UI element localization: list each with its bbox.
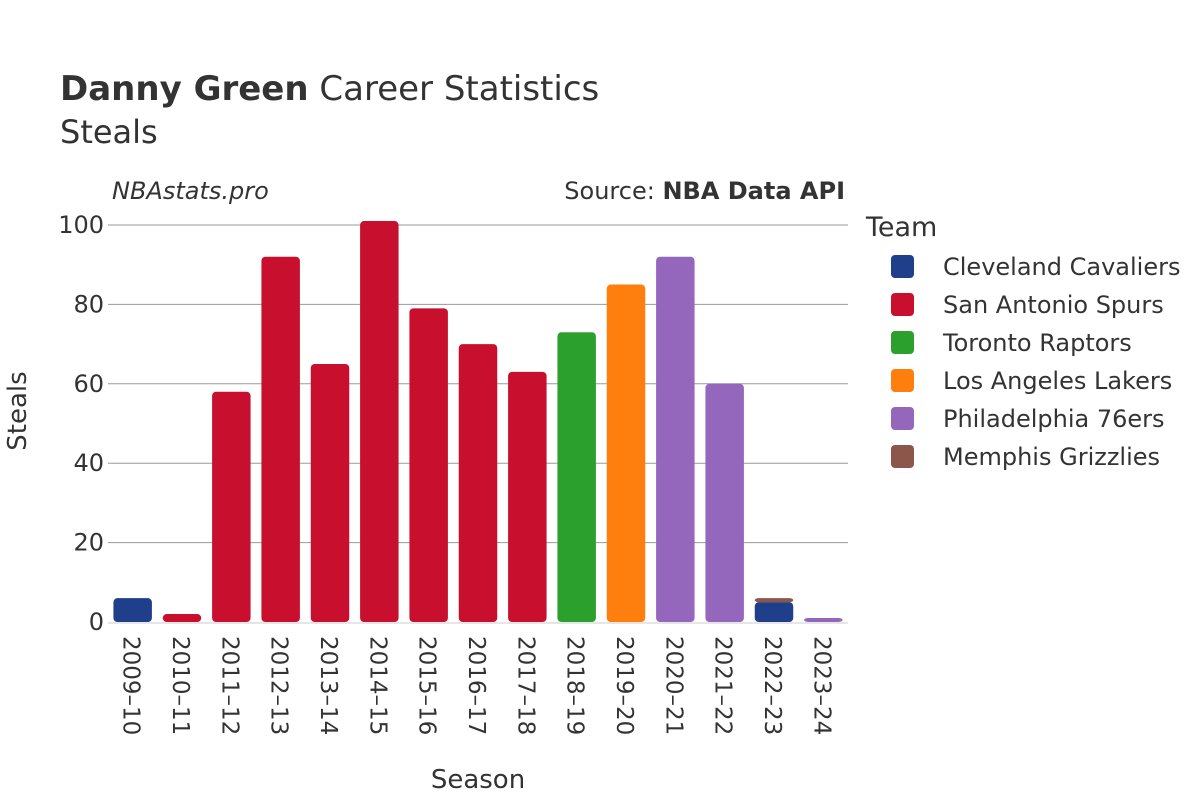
legend-swatch [891, 293, 914, 316]
x-axis-ticks: 2009–10 2010–11 2011–12 2012–13 2013–14 2014–… [118, 636, 835, 735]
x-tick-label: 2020–21 [660, 636, 686, 735]
bar-2022–23-memphis-grizzlies [754, 598, 794, 603]
legend-item-label: Memphis Grizzlies [943, 443, 1160, 471]
y-tick-label: 20 [73, 529, 104, 557]
x-tick-label: 2018–19 [562, 636, 588, 735]
x-tick-label: 2013–14 [315, 636, 341, 735]
x-tick-label: 2023–24 [808, 636, 834, 735]
bar-2012–13-san-antonio-spurs [261, 256, 300, 622]
bar-2015–16-san-antonio-spurs [409, 308, 448, 622]
y-axis-ticks: 0 20 40 60 80 100 [58, 211, 104, 636]
x-tick-label: 2021–22 [710, 636, 736, 735]
x-tick-label: 2014–15 [364, 636, 390, 735]
x-tick-label: 2019–20 [611, 636, 637, 735]
source-label: Source: NBA Data API [564, 177, 845, 205]
x-tick-label: 2010–11 [167, 636, 193, 735]
x-axis-title: Season [431, 765, 525, 795]
x-tick-label: 2015–16 [414, 636, 440, 735]
legend-swatch [891, 369, 914, 392]
y-tick-label: 40 [73, 449, 104, 477]
source-prefix: Source: [564, 177, 662, 205]
bar-2013–14-san-antonio-spurs [310, 363, 350, 622]
title-rest: Career Statistics [309, 69, 600, 109]
legend-item-label: Cleveland Cavaliers [943, 253, 1180, 281]
bar-2020–21-philadelphia-76ers [656, 256, 695, 622]
x-tick-label: 2012–13 [266, 636, 292, 735]
chart-subtitle: Steals [60, 113, 158, 151]
legend-title: Team [865, 212, 937, 243]
legend-swatch [891, 255, 914, 278]
legend-swatch [891, 445, 914, 468]
legend: Team Cleveland Cavaliers San Antonio Spur… [865, 212, 1180, 471]
chart-title: Danny Green Career Statistics [60, 69, 599, 109]
x-tick-label: 2016–17 [463, 636, 489, 735]
y-tick-label: 60 [73, 370, 104, 398]
legend-item-label: San Antonio Spurs [943, 291, 1164, 319]
x-tick-label: 2009–10 [118, 636, 144, 735]
bar-2009–10-cleveland-cavaliers [113, 598, 152, 622]
y-tick-label: 0 [89, 608, 104, 636]
x-tick-label: 2022–23 [759, 636, 785, 735]
bar-2021–22-philadelphia-76ers [705, 383, 744, 622]
y-tick-label: 100 [58, 211, 104, 239]
bar-2014–15-san-antonio-spurs [360, 221, 399, 622]
bar-2010–11-san-antonio-spurs [162, 614, 202, 622]
legend-swatch [891, 331, 914, 354]
y-axis-title: Steals [3, 371, 33, 450]
bar-2022–23-cleveland-cavaliers [754, 602, 794, 622]
bar-2011–12-san-antonio-spurs [212, 391, 251, 622]
y-tick-label: 80 [73, 290, 104, 318]
legend-item-label: Philadelphia 76ers [943, 405, 1165, 433]
watermark: NBAstats.pro [112, 177, 269, 205]
title-player-name: Danny Green [60, 69, 309, 109]
legend-item-label: Toronto Raptors [942, 329, 1132, 357]
legend-swatch [891, 407, 914, 430]
x-tick-label: 2011–12 [216, 636, 242, 735]
bar-2017–18-san-antonio-spurs [508, 371, 547, 622]
x-tick-label: 2017–18 [512, 636, 538, 735]
bar-2018–19-toronto-raptors [557, 332, 596, 622]
source-name: NBA Data API [662, 177, 845, 205]
legend-item-label: Los Angeles Lakers [943, 367, 1172, 395]
bars [113, 221, 843, 622]
bar-2023–24-philadelphia-76ers [804, 618, 843, 622]
bar-2016–17-san-antonio-spurs [458, 344, 498, 622]
bar-2019–20-los-angeles-lakers [606, 284, 646, 622]
